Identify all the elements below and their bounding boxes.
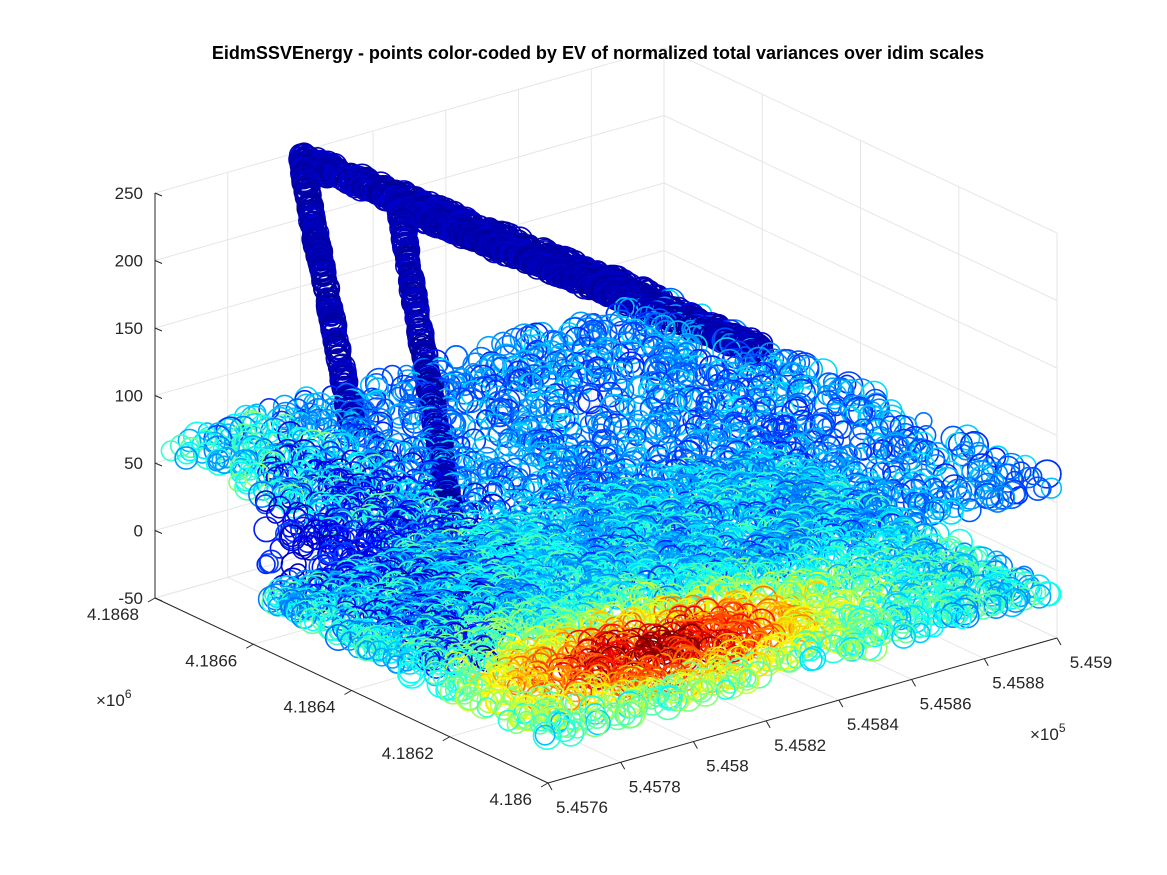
data-point <box>617 322 647 351</box>
z-tick-mark <box>154 260 163 264</box>
z-tick-mark <box>154 462 163 467</box>
gridline-side-z <box>663 47 1058 234</box>
gridline-side-z <box>663 250 1058 436</box>
gridline-side-z <box>663 115 1058 301</box>
x-tick-mark <box>692 741 698 749</box>
x-tick-mark <box>620 762 626 770</box>
data-point <box>549 332 576 359</box>
z-tick-mark <box>154 327 163 332</box>
data-point <box>655 312 679 336</box>
z-tick-mark <box>154 530 163 534</box>
z-tick-mark <box>154 597 163 602</box>
y-tick-mark <box>246 643 254 649</box>
x-tick-mark <box>1056 637 1062 646</box>
y-tick-mark <box>344 690 352 695</box>
data-point <box>539 329 566 356</box>
y-tick-mark <box>442 736 450 742</box>
y-tick-mark <box>540 782 549 788</box>
z-tick-mark <box>154 192 163 197</box>
z-tick-mark <box>154 395 163 399</box>
x-tick-mark <box>983 658 989 666</box>
x-axis-line <box>547 637 1058 784</box>
gridline-back-z <box>154 47 665 194</box>
x-tick-mark <box>765 720 771 729</box>
x-tick-mark <box>838 699 844 708</box>
scatter-points <box>160 142 1063 750</box>
x-tick-mark <box>911 679 917 687</box>
x-tick-mark <box>547 782 553 791</box>
gridline-side-z <box>663 182 1058 369</box>
data-point <box>253 516 280 543</box>
y-tick-mark <box>147 597 156 603</box>
